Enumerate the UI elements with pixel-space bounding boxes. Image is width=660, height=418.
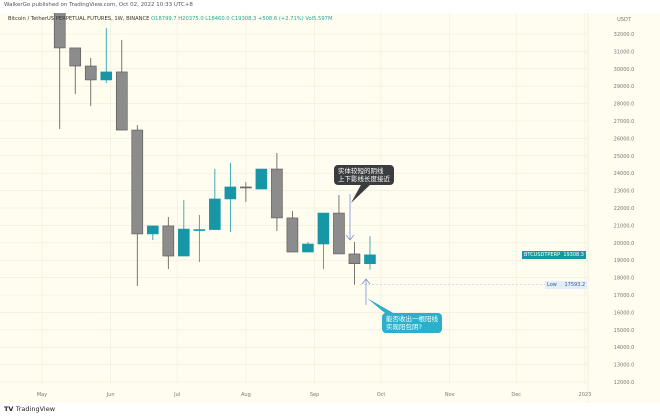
candle-body: [193, 229, 206, 231]
candle: [348, 241, 361, 285]
annotation-line: 实体较短的阴线: [338, 167, 384, 175]
candle-body: [302, 243, 314, 253]
low-label-text: Low: [547, 282, 557, 288]
candle-body: [317, 212, 330, 245]
candle: [302, 241, 314, 253]
candle: [240, 182, 252, 202]
time-tick-label: May: [37, 392, 47, 398]
annotation-callout-dark[interactable]: 实体较短的阴线 上下影线长度接近: [334, 165, 394, 185]
time-tick-label: Sep: [310, 392, 319, 398]
price-tick-label: 20000.0: [614, 241, 635, 247]
low-label-value: 17593.2: [564, 282, 586, 288]
price-tick-label: 18000.0: [614, 276, 635, 282]
symbol-label: BTCUSDTPERP: [524, 252, 561, 258]
price-tick-label: 32000.0: [614, 32, 635, 38]
candle: [84, 58, 97, 107]
candle: [193, 214, 206, 262]
arrow-head-down-icon: [345, 234, 355, 241]
candle-body: [100, 71, 113, 81]
last-price-label: BTCUSDTPERP 19308.3: [522, 251, 586, 259]
candle: [178, 199, 190, 257]
price-tick-label: 19000.0: [614, 258, 635, 264]
price-tick-label: 25000.0: [614, 154, 635, 160]
chart-area[interactable]: 32000.0 31000.0 30000.0 29000.0 28000.0 27000…: [0, 4, 660, 403]
candle-body: [286, 217, 299, 253]
price-tick-label: 21000.0: [614, 223, 635, 229]
candle-body: [209, 198, 221, 230]
time-tick-label: Nov: [445, 392, 455, 398]
candle: [224, 162, 237, 233]
candle-body: [115, 71, 128, 131]
candle-body: [348, 253, 361, 264]
candle-body: [364, 254, 376, 264]
price-tick-label: 26000.0: [614, 136, 635, 142]
candle: [69, 47, 82, 95]
brand-name: TradingView: [15, 405, 56, 413]
price-tick-label: 22000.0: [614, 206, 635, 212]
callout-pointer: [367, 298, 395, 314]
publish-info: WalkerGo published on TradingView.com, O…: [4, 2, 193, 8]
annotation-callout-teal[interactable]: 能否收出一根阳线 实现阳包阴?: [382, 313, 442, 333]
price-axis-unit: USDT: [617, 17, 632, 23]
price-tick-label: 29000.0: [614, 84, 635, 90]
price-tick-label: 14000.0: [614, 345, 635, 351]
annotation-line: 实现阳包阴?: [386, 323, 422, 331]
price-tick-label: 23000.0: [614, 189, 635, 195]
callout-pointer: [351, 183, 372, 203]
tradingview-logo[interactable]: 𝗧𝗩 TradingView: [4, 405, 55, 413]
price-tick-label: 24000.0: [614, 171, 635, 177]
candle: [333, 194, 345, 255]
candle: [317, 212, 330, 270]
candle-body: [131, 129, 144, 235]
price-tick-label: 30000.0: [614, 67, 635, 73]
time-tick-label: Jun: [106, 392, 115, 398]
candlestick-chart[interactable]: 32000.0 31000.0 30000.0 29000.0 28000.0 27000…: [0, 4, 660, 403]
price-tick-label: 17000.0: [614, 293, 635, 299]
candle: [255, 168, 268, 190]
time-tick-label: Aug: [241, 392, 251, 398]
candle-body: [271, 168, 283, 219]
candle: [271, 153, 283, 231]
candle: [115, 39, 128, 131]
candle-body: [84, 65, 97, 81]
time-tick-label: 2023: [579, 392, 592, 398]
price-tick-label: 27000.0: [614, 119, 635, 125]
candle-body: [255, 168, 268, 190]
candle: [147, 225, 159, 241]
candle: [53, 4, 66, 130]
candle-body: [333, 212, 345, 255]
last-price-value: 19308.3: [563, 252, 584, 258]
ohlc-values: O18799.7 H20375.0 L18460.0 C19308.3 +508…: [151, 16, 333, 22]
candle: [209, 169, 221, 230]
annotation-line: 上下影线长度接近: [338, 175, 390, 183]
candle-body: [240, 186, 252, 189]
candle-body: [178, 228, 190, 257]
price-tick-label: 31000.0: [614, 49, 635, 55]
tv-logo-icon: 𝗧𝗩: [4, 405, 14, 413]
price-tick-label: 12000.0: [614, 380, 635, 386]
candle-body: [147, 225, 159, 235]
candle: [286, 210, 299, 253]
price-tick-label: 28000.0: [614, 102, 635, 108]
price-tick-label: 15000.0: [614, 328, 635, 334]
candle: [100, 28, 113, 84]
candle-body: [162, 225, 175, 257]
candle-body: [69, 47, 82, 67]
candle: [131, 125, 144, 286]
price-tick-label: 16000.0: [614, 310, 635, 316]
candle: [364, 236, 376, 270]
time-tick-label: Dec: [511, 392, 521, 398]
candle: [162, 217, 175, 270]
price-tick-label: 13000.0: [614, 363, 635, 369]
symbol-title: Bitcoin / TetherUS PERPETUAL FUTURES, 1W…: [8, 16, 150, 22]
annotation-line: 能否收出一根阳线: [386, 315, 438, 323]
time-tick-label: Jul: [173, 392, 180, 398]
candle-body: [224, 186, 237, 200]
chart-legend: Bitcoin / TetherUS PERPETUAL FUTURES, 1W…: [8, 16, 332, 22]
arrow-head-up-icon: [361, 278, 371, 285]
low-price-label: Low 17593.2: [545, 281, 588, 289]
time-tick-label: Oct: [377, 392, 386, 398]
